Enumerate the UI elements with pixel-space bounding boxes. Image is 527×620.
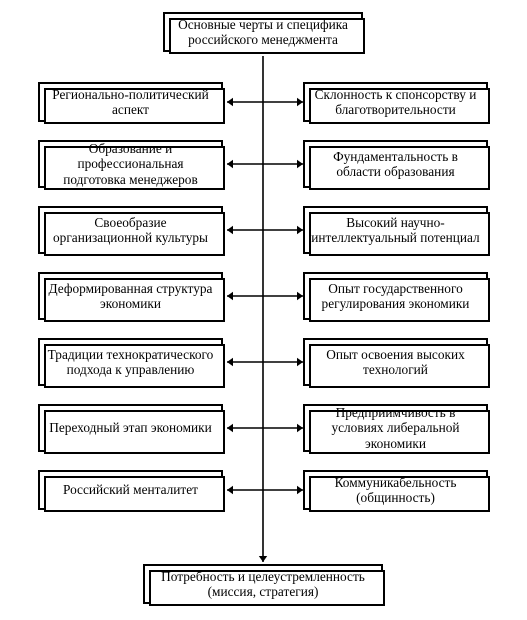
left-box-1-label: Образование и профессиональная подготовк… — [46, 141, 215, 187]
right-box-3: Опыт государственного регулирования экон… — [303, 272, 488, 320]
right-box-4: Опыт освоения высоких технологий — [303, 338, 488, 386]
right-box-3-label: Опыт государственного регулирования экон… — [311, 281, 480, 312]
left-box-3: Деформированная структура экономики — [38, 272, 223, 320]
right-box-6: Коммуникабельность (общинность) — [303, 470, 488, 510]
left-box-5-label: Переходный этап экономики — [49, 420, 212, 435]
right-box-6-label: Коммуникабельность (общинность) — [311, 475, 480, 506]
top-box: Основные черты и специфика российского м… — [163, 12, 363, 52]
left-box-6-label: Российский менталитет — [63, 482, 198, 497]
right-box-5: Предприимчивость в условиях либеральной … — [303, 404, 488, 452]
top-box-label: Основные черты и специфика российского м… — [171, 17, 355, 48]
right-box-4-label: Опыт освоения высоких технологий — [311, 347, 480, 378]
left-box-4: Традиции технократического подхода к упр… — [38, 338, 223, 386]
right-box-2-label: Высокий научно-интеллектуальный потенциа… — [311, 215, 480, 246]
right-box-1-label: Фундаментальность в области образования — [311, 149, 480, 180]
right-box-0-label: Склонность к спонсорству и благотворител… — [311, 87, 480, 118]
left-box-0-label: Регионально-политический аспект — [46, 87, 215, 118]
bottom-box-label: Потребность и целеустремленность (миссия… — [151, 569, 375, 600]
left-box-6: Российский менталитет — [38, 470, 223, 510]
right-box-5-label: Предприимчивость в условиях либеральной … — [311, 405, 480, 451]
right-box-1: Фундаментальность в области образования — [303, 140, 488, 188]
left-box-5: Переходный этап экономики — [38, 404, 223, 452]
left-box-2-label: Своеобразие организационной культуры — [46, 215, 215, 246]
left-box-1: Образование и профессиональная подготовк… — [38, 140, 223, 188]
left-box-4-label: Традиции технократического подхода к упр… — [46, 347, 215, 378]
left-box-3-label: Деформированная структура экономики — [46, 281, 215, 312]
bottom-box: Потребность и целеустремленность (миссия… — [143, 564, 383, 604]
right-box-0: Склонность к спонсорству и благотворител… — [303, 82, 488, 122]
right-box-2: Высокий научно-интеллектуальный потенциа… — [303, 206, 488, 254]
left-box-2: Своеобразие организационной культуры — [38, 206, 223, 254]
left-box-0: Регионально-политический аспект — [38, 82, 223, 122]
